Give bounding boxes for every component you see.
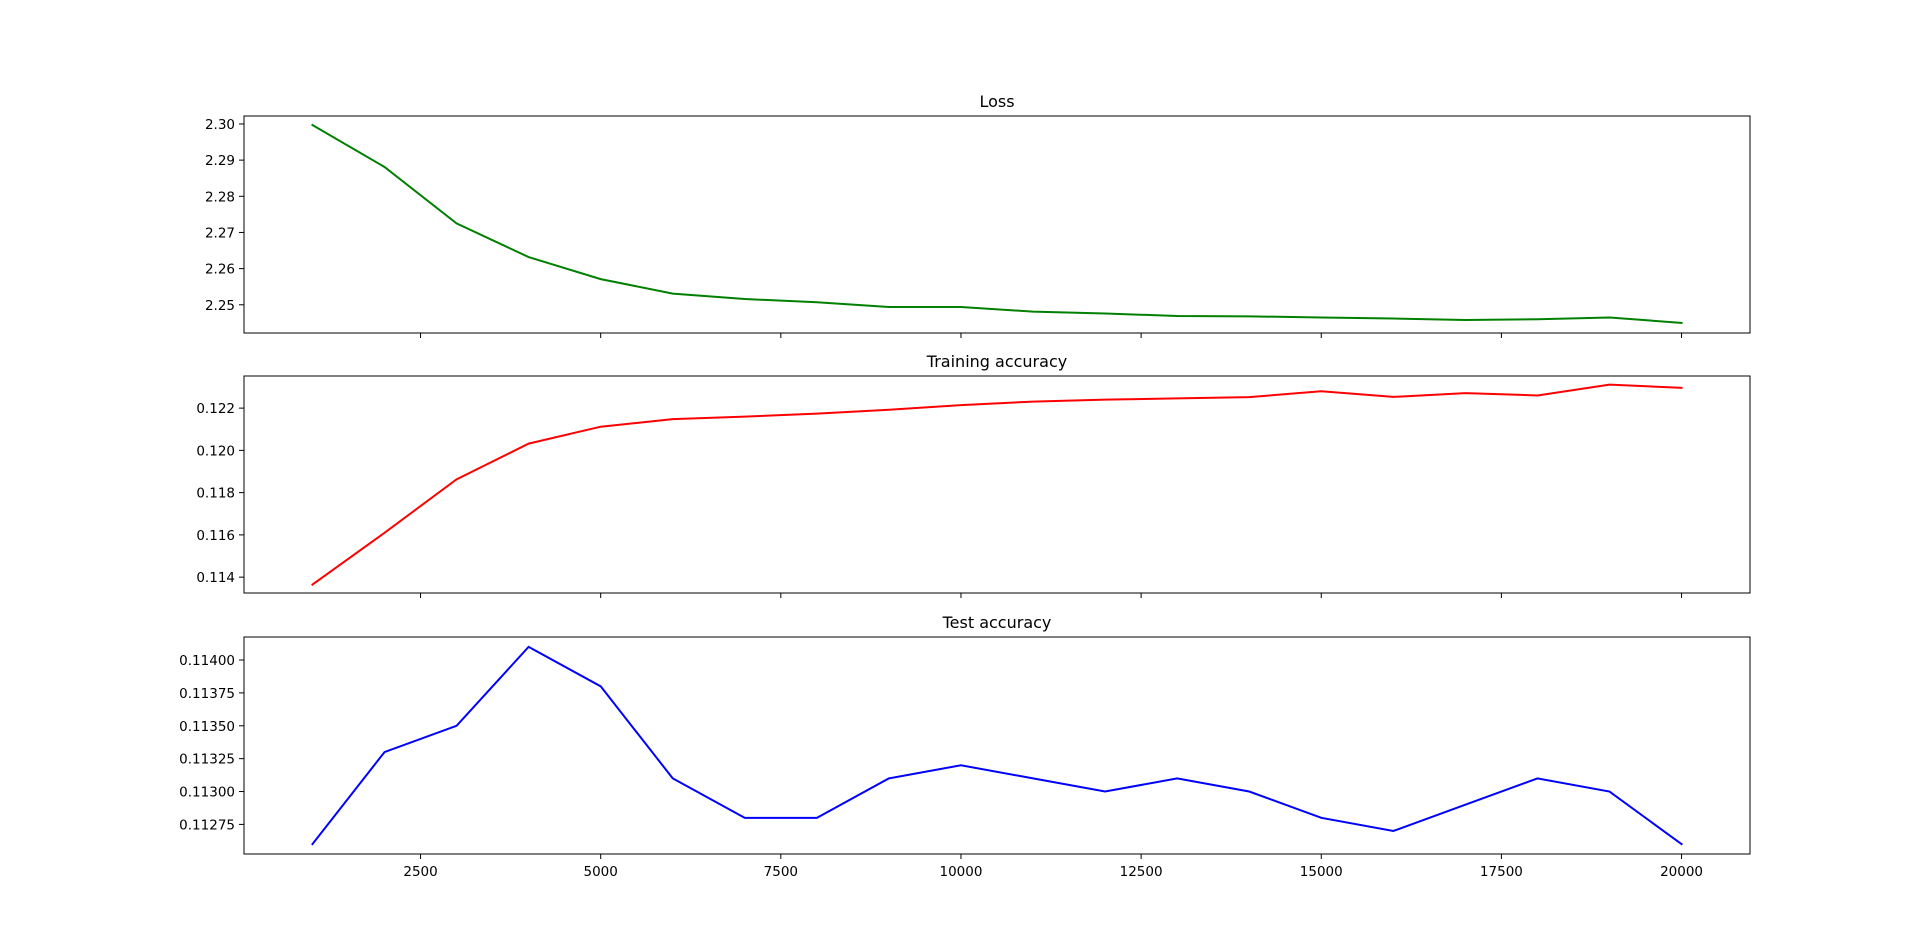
test-accuracy-x-tick-label: 2500 <box>403 864 437 880</box>
test-accuracy-y-tick-label: 0.11300 <box>179 785 235 801</box>
training-accuracy-y-tick-label: 0.122 <box>196 401 235 417</box>
loss-y-tick-label: 2.30 <box>205 117 235 133</box>
test-accuracy-x-tick-label: 5000 <box>584 864 618 880</box>
test-accuracy-series-line <box>311 645 1683 846</box>
test-accuracy-x-tick-label: 20000 <box>1660 864 1703 880</box>
training-accuracy-y-tick-label: 0.118 <box>196 486 235 502</box>
test-accuracy-x-tick-label: 15000 <box>1300 864 1343 880</box>
loss-y-tick-label: 2.25 <box>205 298 235 314</box>
loss-y-tick-label: 2.27 <box>205 225 235 241</box>
test-accuracy-y-tick-label: 0.11375 <box>179 686 235 702</box>
loss-panel: Loss 2.25 2.26 2.27 2.28 2.29 2.30 <box>205 92 1751 338</box>
test-accuracy-y-tick-label: 0.11350 <box>179 719 235 735</box>
training-accuracy-y-tick-label: 0.116 <box>196 528 235 544</box>
loss-y-tick-label: 2.29 <box>205 153 235 169</box>
loss-y-tick-label: 2.28 <box>205 189 235 205</box>
loss-axes-frame <box>243 115 1751 334</box>
training-accuracy-title: Training accuracy <box>926 352 1067 371</box>
test-accuracy-title: Test accuracy <box>942 613 1052 632</box>
training-accuracy-axes-frame <box>243 375 1751 594</box>
test-accuracy-axes-frame <box>243 636 1751 855</box>
loss-y-tick-label: 2.26 <box>205 262 235 278</box>
test-accuracy-y-tick-label: 0.11275 <box>179 817 235 833</box>
test-accuracy-y-tick-label: 0.11325 <box>179 752 235 768</box>
loss-title: Loss <box>979 92 1014 111</box>
training-accuracy-y-tick-label: 0.114 <box>196 570 235 586</box>
test-accuracy-x-tick-label: 7500 <box>764 864 798 880</box>
test-accuracy-y-tick-label: 0.11400 <box>179 653 235 669</box>
test-accuracy-x-tick-label: 17500 <box>1480 864 1523 880</box>
loss-series-line <box>311 123 1683 324</box>
training-accuracy-y-tick-label: 0.120 <box>196 443 235 459</box>
test-accuracy-panel: Test accuracy 0.11275 0.11300 0.11325 0.1135… <box>179 613 1751 880</box>
test-accuracy-x-tick-label: 10000 <box>939 864 982 880</box>
training-accuracy-panel: Training accuracy 0.114 0.116 0.118 0.120 0.1… <box>196 352 1751 598</box>
training-accuracy-series-line <box>311 383 1683 586</box>
subplot-stack: Loss 2.25 2.26 2.27 2.28 2.29 2.30 Training acc… <box>179 92 1751 880</box>
test-accuracy-x-tick-label: 12500 <box>1120 864 1163 880</box>
